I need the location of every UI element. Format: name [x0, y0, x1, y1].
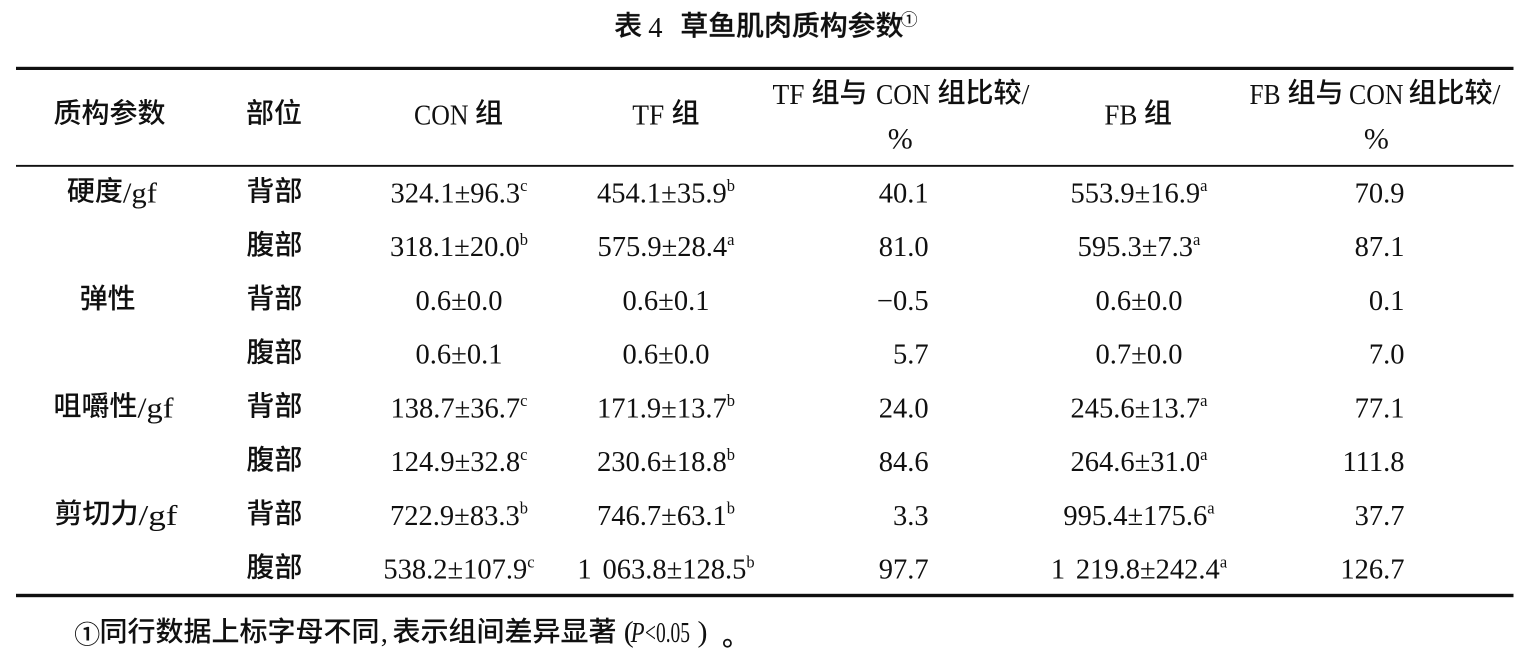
svg-text:−0.5: −0.5: [877, 286, 929, 317]
svg-text:0.6±0.1: 0.6±0.1: [416, 340, 503, 371]
svg-text:230.6±18.8b: 230.6±18.8b: [597, 445, 735, 478]
svg-text:CON: CON: [876, 80, 931, 111]
svg-text:171.9±13.7b: 171.9±13.7b: [597, 391, 735, 424]
svg-text:40.1: 40.1: [879, 178, 929, 209]
svg-text:553.9±16.9a: 553.9±16.9a: [1071, 176, 1209, 209]
svg-text:264.6±31.0a: 264.6±31.0a: [1071, 445, 1209, 478]
svg-text:TF: TF: [632, 101, 664, 132]
svg-text:87.1: 87.1: [1355, 232, 1405, 263]
svg-text:595.3±7.3a: 595.3±7.3a: [1078, 230, 1201, 263]
svg-text:0.6±0.1: 0.6±0.1: [623, 286, 710, 317]
svg-text:<0.05: <0.05: [645, 618, 690, 649]
svg-text:245.6±13.7a: 245.6±13.7a: [1071, 391, 1209, 424]
svg-text:746.7±63.1b: 746.7±63.1b: [597, 499, 735, 532]
svg-text:995.4±175.6a: 995.4±175.6a: [1063, 499, 1215, 532]
svg-text:24.0: 24.0: [879, 393, 929, 424]
svg-text:4: 4: [648, 13, 662, 44]
svg-text:318.1±20.0b: 318.1±20.0b: [390, 230, 528, 263]
svg-text:(: (: [624, 615, 634, 648]
svg-text:TF: TF: [773, 80, 805, 111]
svg-text:P: P: [630, 618, 645, 649]
svg-text:0.6±0.0: 0.6±0.0: [623, 340, 710, 371]
svg-text:3.3: 3.3: [893, 501, 929, 532]
svg-text:CON: CON: [414, 101, 469, 132]
svg-text:124.9±32.8c: 124.9±32.8c: [391, 445, 528, 478]
svg-text:7.0: 7.0: [1369, 340, 1405, 371]
svg-text:81.0: 81.0: [879, 232, 929, 263]
svg-text:0.7±0.0: 0.7±0.0: [1096, 340, 1183, 371]
svg-text:538.2±107.9c: 538.2±107.9c: [383, 552, 534, 585]
svg-text:97.7: 97.7: [879, 555, 929, 586]
svg-text:722.9±83.3b: 722.9±83.3b: [390, 499, 528, 532]
svg-text:%: %: [888, 123, 913, 156]
svg-text:/gf: /gf: [123, 178, 158, 209]
svg-text:): ): [698, 615, 708, 648]
svg-text:126.7: 126.7: [1340, 555, 1404, 586]
svg-text:/: /: [1022, 80, 1030, 111]
svg-text:/gf: /gf: [138, 393, 175, 424]
svg-text:138.7±36.7c: 138.7±36.7c: [391, 391, 528, 424]
svg-text:70.9: 70.9: [1355, 178, 1405, 209]
svg-text:454.1±35.9b: 454.1±35.9b: [597, 176, 735, 209]
svg-text:FB: FB: [1250, 80, 1281, 111]
svg-text:CON: CON: [1349, 80, 1404, 111]
svg-text:0.1: 0.1: [1369, 286, 1405, 317]
svg-text:575.9±28.4a: 575.9±28.4a: [598, 230, 736, 263]
svg-text:84.6: 84.6: [879, 447, 929, 478]
svg-text:/: /: [1493, 80, 1501, 111]
svg-text:111.8: 111.8: [1342, 447, 1404, 478]
svg-text:%: %: [1364, 123, 1389, 156]
svg-text:FB: FB: [1104, 101, 1137, 132]
svg-text:0.6±0.0: 0.6±0.0: [1096, 286, 1183, 317]
svg-text:0.6±0.0: 0.6±0.0: [416, 286, 503, 317]
svg-text:324.1±96.3c: 324.1±96.3c: [391, 176, 528, 209]
svg-text:37.7: 37.7: [1355, 501, 1405, 532]
svg-text:5.7: 5.7: [893, 340, 929, 371]
svg-text:77.1: 77.1: [1355, 393, 1405, 424]
svg-text:/gf: /gf: [139, 501, 179, 532]
svg-text:,: ,: [381, 618, 388, 649]
